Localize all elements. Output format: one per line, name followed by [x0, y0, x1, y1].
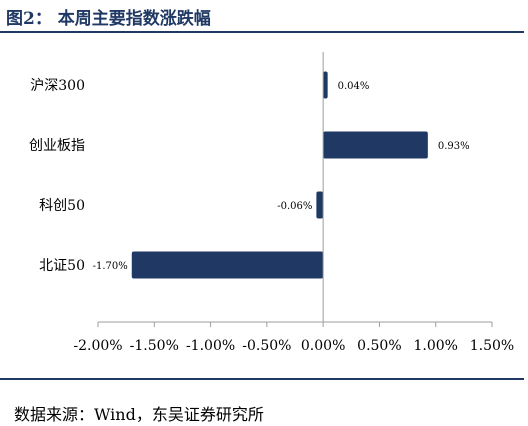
bar [323, 71, 328, 99]
bar-chart: -2.00% -1.50% -1.00% -0.50% 0.00% 0.50% 1.00% 1… [29, 52, 514, 354]
data-label: -0.06% [277, 201, 312, 212]
bar [323, 131, 428, 159]
x-tick-label: -2.00% [73, 338, 122, 354]
x-tick-label: 1.00% [413, 338, 457, 354]
data-label: -1.70% [93, 261, 128, 272]
title-rule [0, 31, 524, 33]
figure-title: 图2： 本周主要指数涨跌幅 [6, 9, 211, 29]
x-tick-label: -1.00% [186, 338, 235, 354]
category-label: 创业板指 [29, 138, 85, 154]
x-tick-label: -0.50% [242, 338, 291, 354]
x-tick-label: 0.50% [357, 338, 401, 354]
bar [131, 251, 324, 279]
data-label: 0.93% [438, 141, 470, 152]
bar [316, 191, 324, 219]
category-label: 沪深300 [30, 78, 85, 94]
x-tick-label: -1.50% [130, 338, 179, 354]
source-note: 数据来源：Wind，东吴证券研究所 [14, 405, 264, 424]
x-tick-label: 1.50% [470, 338, 514, 354]
category-label: 北证50 [39, 258, 85, 274]
source-rule [0, 378, 524, 380]
x-tick-label: 0.00% [301, 338, 345, 354]
data-label: 0.04% [338, 81, 370, 92]
category-label: 科创50 [39, 198, 85, 214]
